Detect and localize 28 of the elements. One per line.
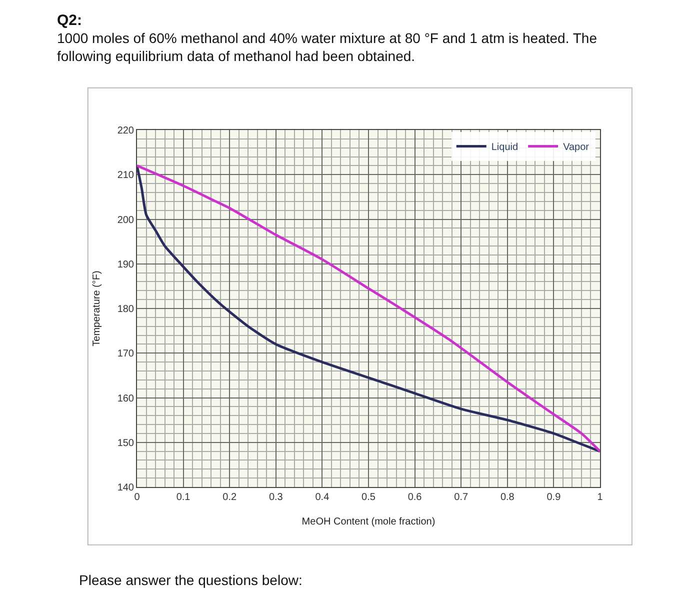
x-tick-label: 0.7: [454, 492, 468, 503]
x-tick-label: 0.3: [268, 492, 284, 503]
y-tick-label: 180: [117, 304, 134, 315]
y-tick-label: 200: [117, 214, 134, 226]
x-tick-label: 0.9: [546, 492, 562, 503]
chart-title: Q2:: [57, 12, 82, 29]
x-tick-label: 0.8: [500, 492, 515, 503]
y-tick-label: 210: [117, 170, 134, 182]
x-tick-label: 0.2: [222, 492, 237, 503]
legend-label: Liquid: [491, 142, 518, 154]
x-tick-label: 0: [134, 492, 140, 503]
y-tick-label: 140: [117, 482, 134, 494]
y-axis-title: Temperature (°F): [91, 270, 102, 346]
x-axis-title: MeOH Content (mole fraction): [302, 516, 436, 528]
y-tick-label: 220: [117, 126, 134, 136]
y-tick-label: 190: [117, 259, 134, 270]
x-tick-label: 1: [597, 492, 604, 503]
text: Please answer the questions below:: [79, 572, 302, 588]
y-tick-label: 170: [117, 348, 134, 360]
y-tick-label: 160: [117, 393, 134, 404]
x-tick-label: 0.6: [408, 492, 422, 503]
x-tick-label: 0.1: [176, 492, 191, 503]
x-tick-label: 0.5: [362, 492, 376, 503]
y-tick-label: 150: [117, 438, 134, 449]
line-series: [137, 164, 600, 453]
chart-subtitle: 1000 moles of 60% methanol and 40% water mixture at 80 °F and 1 atm is heated. The following equilibrium data of methanol had been obtained.: [57, 30, 598, 64]
legend-label: Vapor: [563, 142, 590, 154]
x-tick-label: 0.4: [315, 492, 330, 503]
